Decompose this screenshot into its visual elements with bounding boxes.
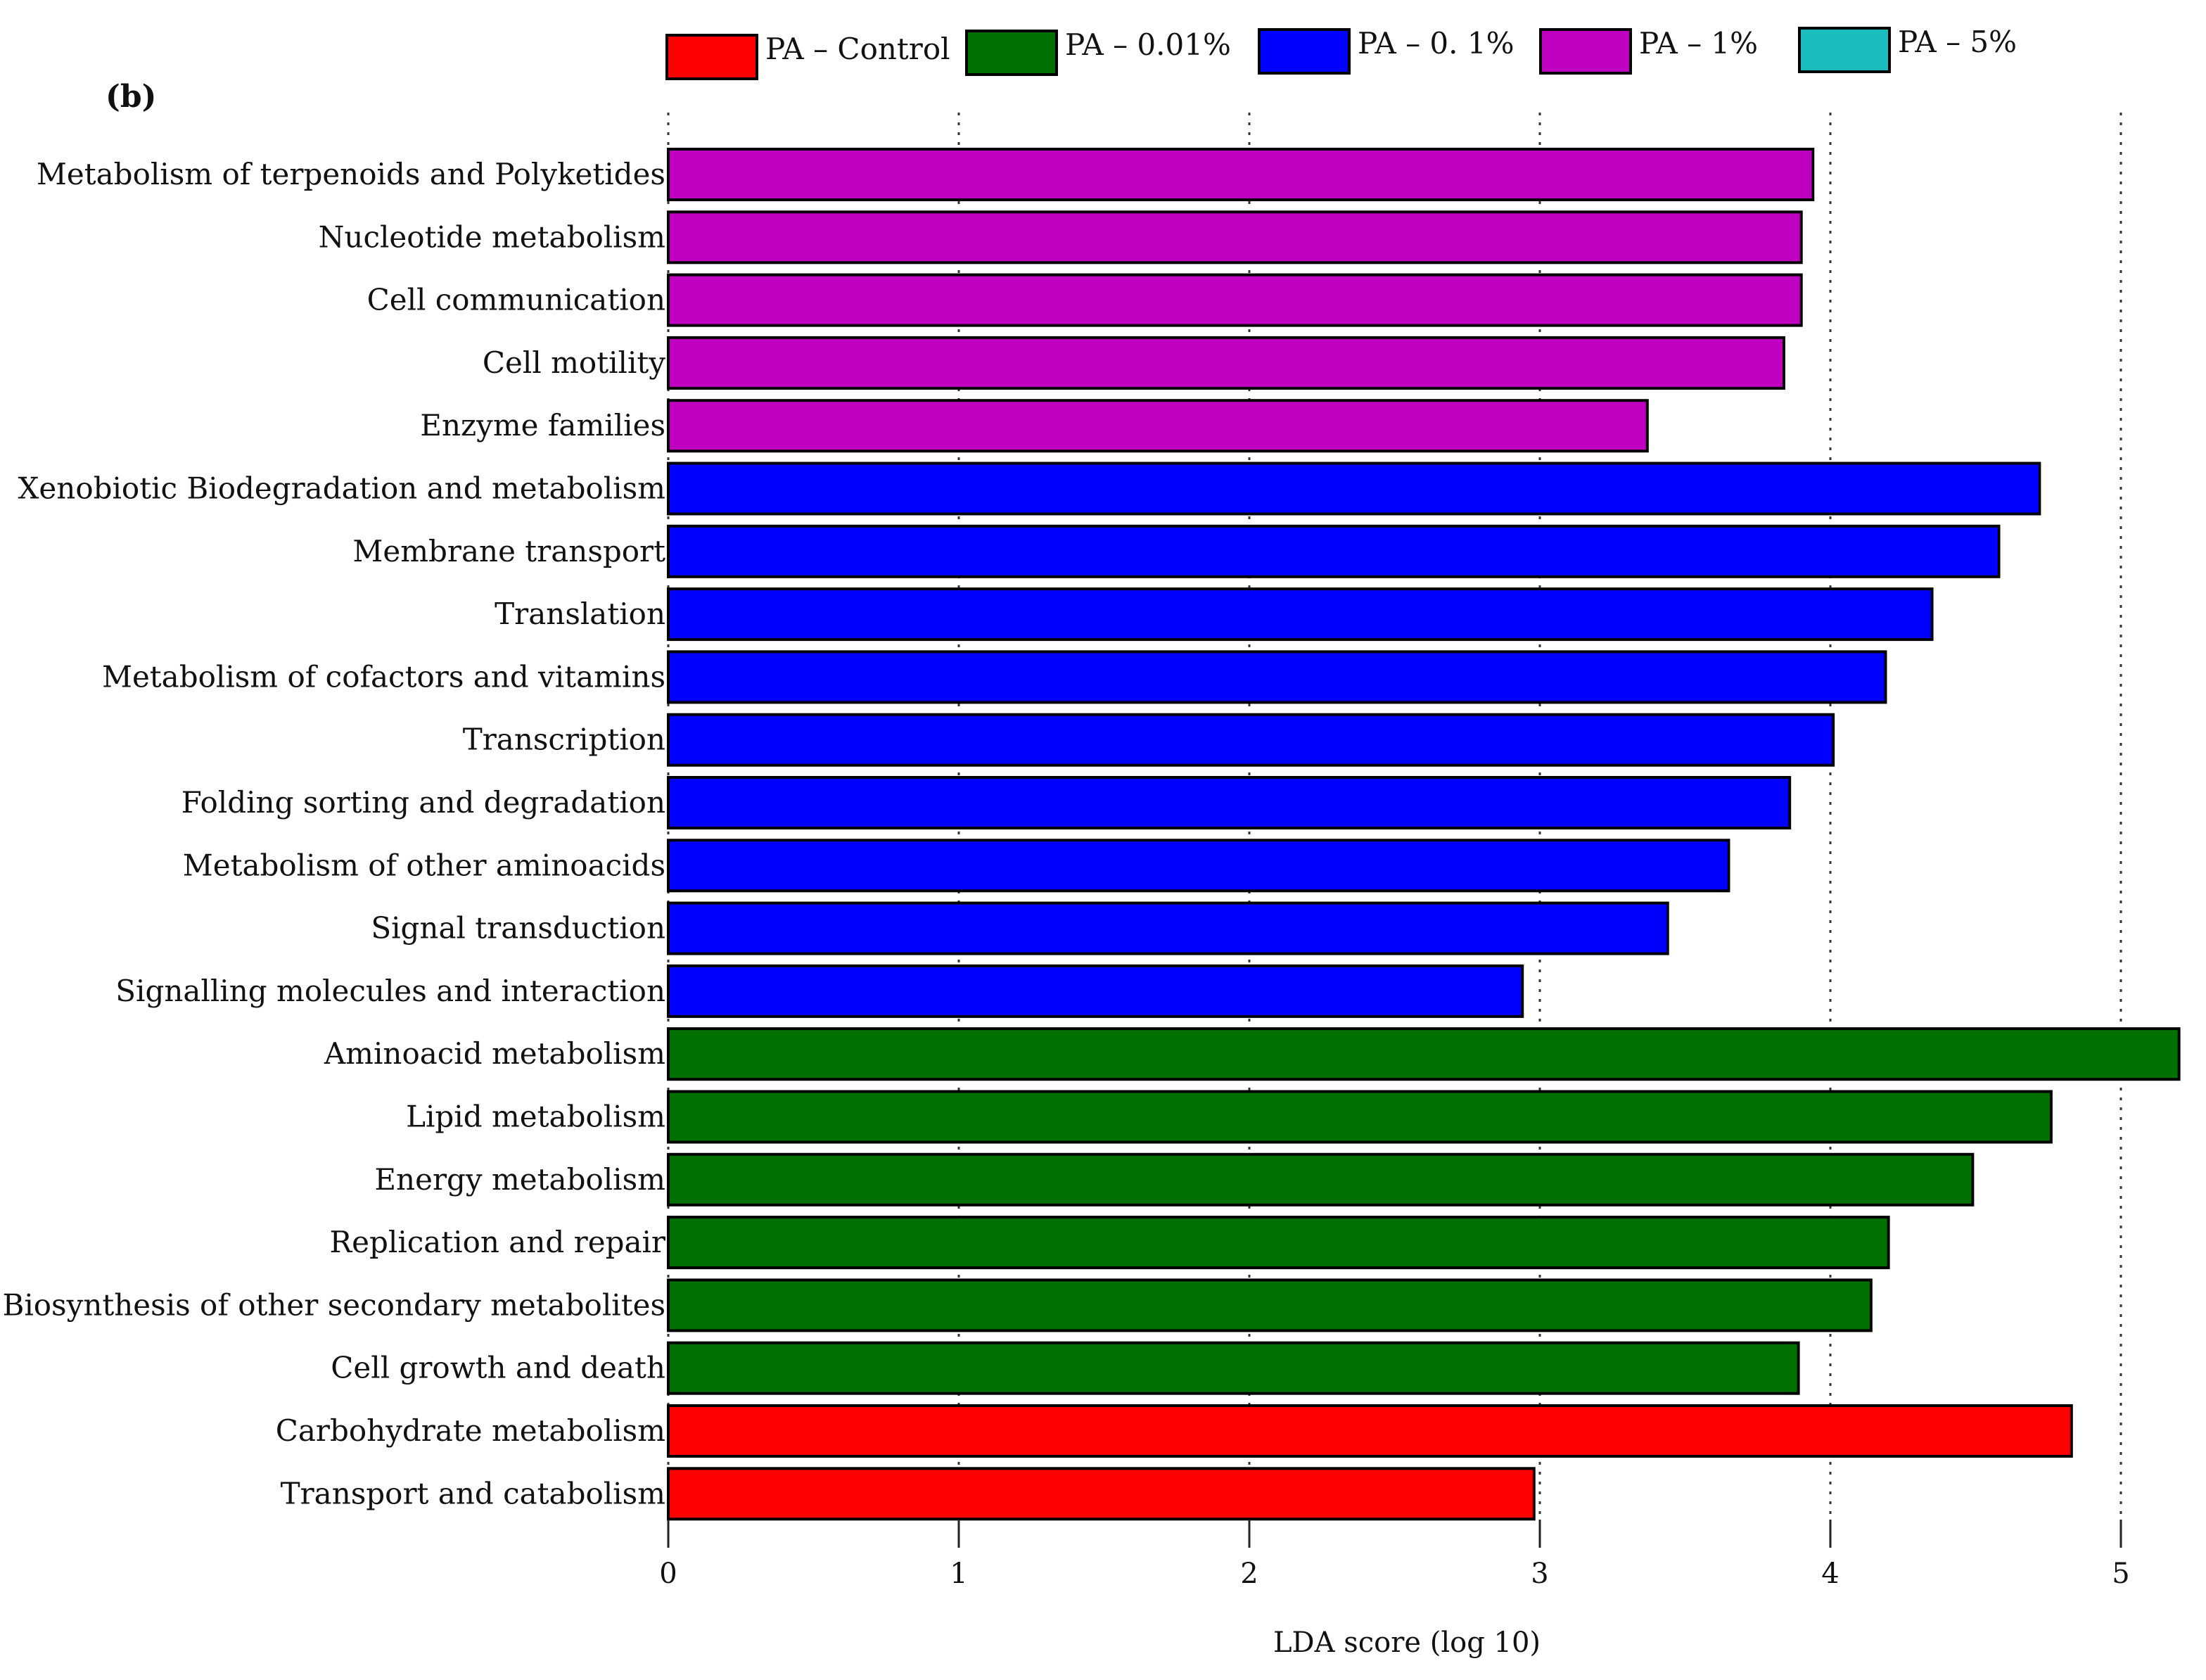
legend-swatch (665, 34, 758, 80)
bar-transcription (667, 713, 1835, 767)
x-tick-label: 3 (1531, 1558, 1548, 1590)
bar-metabolism-of-cofactors-and-vitamins (667, 650, 1887, 704)
bar-replication-and-repair (667, 1216, 1890, 1270)
bar-energy-metabolism (667, 1152, 1975, 1207)
category-label: Cell motility (483, 345, 665, 380)
category-label: Replication and repair (330, 1225, 666, 1259)
x-tick-label: 0 (659, 1558, 677, 1590)
bar-membrane-transport (667, 524, 2001, 578)
x-tick-label: 1 (950, 1558, 967, 1590)
category-label: Carbohydrate metabolism (276, 1413, 665, 1448)
category-label: Nucleotide metabolism (319, 219, 665, 254)
bars (667, 148, 2181, 1521)
legend-swatch (1258, 28, 1351, 75)
category-label: Energy metabolism (374, 1162, 665, 1197)
legend-label: PA – 1% (1639, 26, 1758, 61)
bar-signalling-molecules-and-interaction (667, 964, 1524, 1018)
x-axis-title: LDA score (log 10) (1273, 1627, 1541, 1659)
category-label: Aminoacid metabolism (324, 1036, 665, 1071)
legend-label: PA – Control (765, 32, 950, 66)
category-labels: Metabolism of terpenoids and Polyketides… (2, 157, 665, 1510)
category-label: Metabolism of other aminoacids (183, 848, 665, 882)
category-label: Transport and catabolism (281, 1476, 665, 1510)
legend-label: PA – 5% (1898, 25, 2017, 59)
category-label: Translation (495, 597, 665, 631)
legend-swatch (1798, 27, 1891, 73)
bar-cell-communication (667, 273, 1803, 327)
bar-biosynthesis-of-other-secondary-metabolites (667, 1278, 1873, 1332)
legend-swatch (965, 30, 1058, 76)
legend-swatch (1539, 28, 1632, 75)
legend: PA – Control PA – 0.01% PA – 0. 1% PA – 1% P… (665, 25, 2017, 80)
category-label: Lipid metabolism (406, 1100, 665, 1134)
bar-xenobiotic-biodegradation-and-metabolism (667, 462, 2041, 516)
bar-transport-and-catabolism (667, 1467, 1536, 1521)
category-label: Transcription (463, 723, 665, 757)
bar-cell-motility (667, 336, 1785, 390)
bar-cell-growth-and-death (667, 1341, 1800, 1395)
bar-metabolism-of-terpenoids-and-polyketides (667, 148, 1815, 201)
x-tick-label: 5 (2112, 1558, 2129, 1590)
legend-label: PA – 0.01% (1065, 27, 1231, 62)
bar-metabolism-of-other-aminoacids (667, 839, 1730, 893)
category-label: Cell communication (367, 283, 665, 317)
category-label: Biosynthesis of other secondary metaboli… (2, 1287, 665, 1322)
bar-signal-transduction (667, 901, 1669, 955)
category-label: Membrane transport (352, 534, 665, 568)
category-label: Metabolism of terpenoids and Polyketides (37, 157, 665, 191)
bar-carbohydrate-metabolism (667, 1404, 2073, 1458)
legend-label: PA – 0. 1% (1358, 26, 1515, 61)
panel-label: (b) (106, 79, 156, 115)
category-label: Cell growth and death (331, 1351, 665, 1385)
bar-enzyme-families (667, 399, 1649, 453)
category-label: Enzyme families (420, 408, 665, 443)
bar-folding-sorting-and-degradation (667, 776, 1792, 829)
category-label: Xenobiotic Biodegradation and metabolism (18, 471, 665, 506)
category-label: Signal transduction (371, 911, 665, 946)
x-tick-label: 2 (1240, 1558, 1258, 1590)
bar-nucleotide-metabolism (667, 210, 1803, 265)
x-axis: 0 1 2 3 4 5 (659, 1520, 2130, 1590)
bar-translation (667, 587, 1934, 642)
bar-lipid-metabolism (667, 1090, 2053, 1144)
x-tick-label: 4 (1821, 1558, 1839, 1590)
bar-aminoacid-metabolism (667, 1027, 2181, 1081)
category-label: Metabolism of cofactors and vitamins (102, 659, 665, 694)
category-label: Folding sorting and degradation (181, 785, 665, 820)
category-label: Signalling molecules and interaction (115, 974, 665, 1008)
